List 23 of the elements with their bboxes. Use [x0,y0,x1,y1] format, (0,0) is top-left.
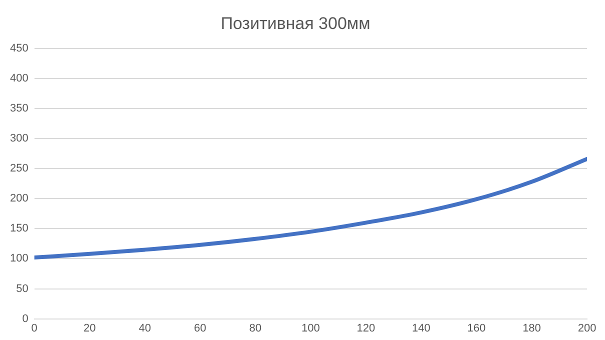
y-tick-label: 350 [10,102,28,115]
x-tick-label: 20 [83,322,96,334]
x-tick-label: 180 [522,322,541,334]
line-series [34,156,587,260]
chart-title: Позитивная 300мм [220,14,370,33]
x-tick-label: 140 [412,322,430,334]
y-tick-label: 400 [10,72,28,84]
x-tick-label: 100 [301,322,320,334]
y-tick-label: 0 [22,312,28,325]
x-tick-label: 40 [138,322,152,334]
x-tick-label: 120 [356,322,376,334]
x-tick-label: 80 [249,322,262,334]
y-tick-label: 250 [10,162,28,175]
y-tick-label: 150 [10,222,28,235]
x-tick-label: 160 [467,322,486,334]
x-tick-label: 200 [578,322,596,334]
y-tick-label: 300 [10,132,28,145]
x-tick-label: 0 [31,322,38,334]
y-tick-label: 100 [10,252,28,265]
y-tick-label: 450 [10,42,28,54]
y-tick-label: 50 [16,282,28,295]
y-tick-label: 200 [10,192,28,205]
x-tick-label: 60 [194,322,206,334]
